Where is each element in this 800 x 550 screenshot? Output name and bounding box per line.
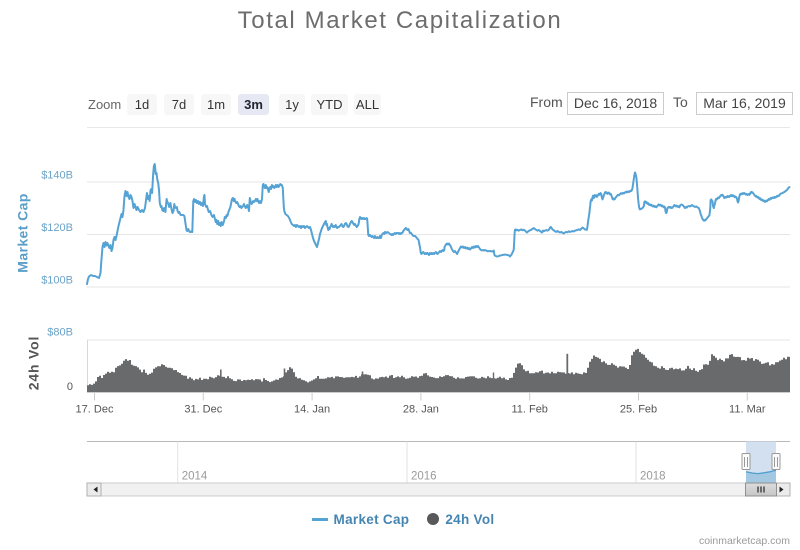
svg-text:0: 0 bbox=[67, 381, 73, 393]
svg-text:11. Feb: 11. Feb bbox=[511, 404, 548, 416]
svg-text:$80B: $80B bbox=[47, 327, 73, 339]
svg-text:24h Vol: 24h Vol bbox=[26, 336, 42, 390]
svg-text:2018: 2018 bbox=[640, 471, 666, 483]
svg-text:11. Mar: 11. Mar bbox=[729, 404, 766, 416]
svg-text:2014: 2014 bbox=[182, 471, 208, 483]
svg-text:2016: 2016 bbox=[411, 471, 437, 483]
svg-text:$120B: $120B bbox=[41, 222, 73, 234]
svg-text:Market Cap: Market Cap bbox=[15, 193, 31, 272]
svg-text:$140B: $140B bbox=[41, 170, 73, 182]
svg-text:28. Jan: 28. Jan bbox=[403, 404, 439, 416]
svg-text:14. Jan: 14. Jan bbox=[294, 404, 330, 416]
svg-text:25. Feb: 25. Feb bbox=[620, 404, 657, 416]
svg-text:$100B: $100B bbox=[41, 275, 73, 287]
svg-text:31. Dec: 31. Dec bbox=[184, 404, 222, 416]
svg-text:17. Dec: 17. Dec bbox=[76, 404, 114, 416]
